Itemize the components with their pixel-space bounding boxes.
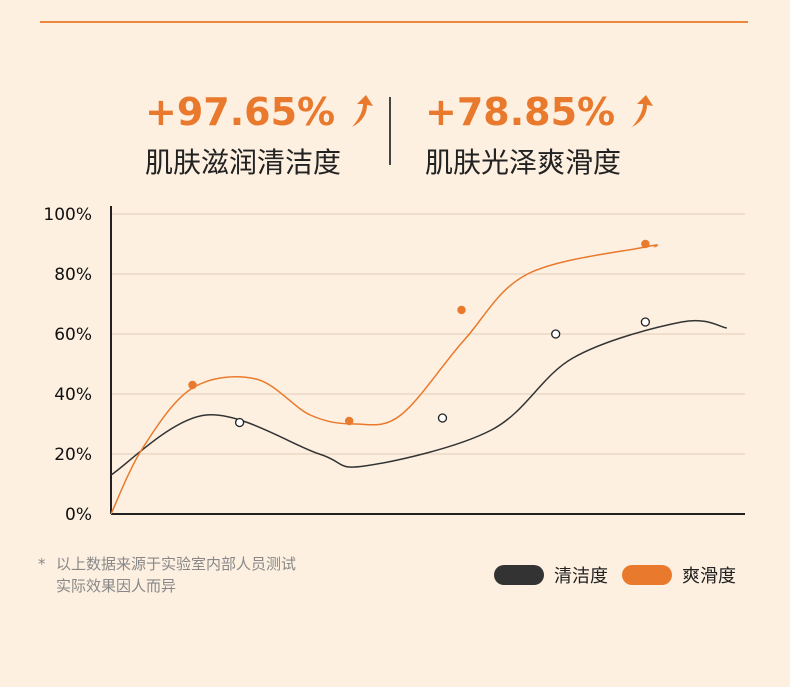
stat-smoothness-value: +78.85% <box>425 90 616 134</box>
stat-divider <box>389 97 391 165</box>
data-point-smoothness <box>457 305 466 315</box>
legend-swatch-orange <box>622 565 672 585</box>
footnote-line2: 实际效果因人而异 <box>56 577 177 595</box>
legend-label-smoothness: 爽滑度 <box>682 566 736 587</box>
y-tick-label: 80% <box>54 265 92 285</box>
stat-moisture: +97.65% 肌肤滋润清洁度 <box>145 90 374 181</box>
series-line-cleanliness <box>110 319 728 476</box>
data-point-cleanliness <box>437 413 448 423</box>
arrow-up-icon <box>629 95 654 129</box>
y-tick-label: 100% <box>43 205 92 225</box>
y-tick-label: 60% <box>54 325 92 345</box>
legend-item-cleanliness: 清洁度 <box>494 562 608 588</box>
data-point-smoothness <box>188 380 197 390</box>
data-point-smoothness <box>641 239 650 249</box>
footnote-star: * <box>38 555 46 573</box>
data-point-cleanliness <box>551 329 561 339</box>
data-point-cleanliness <box>234 417 245 428</box>
legend-swatch-dark <box>494 565 544 585</box>
stat-moisture-value: +97.65% <box>145 90 336 134</box>
stat-moisture-label: 肌肤滋润清洁度 <box>145 146 342 179</box>
legend-item-smoothness: 爽滑度 <box>622 562 736 588</box>
footnote-line1: 以上数据来源于实验室内部人员测试 <box>56 555 297 573</box>
stat-smoothness: +78.85% 肌肤光泽爽滑度 <box>425 90 654 181</box>
data-point-cleanliness <box>640 317 651 327</box>
arrow-up-icon <box>349 95 374 129</box>
legend-label-cleanliness: 清洁度 <box>554 566 608 587</box>
data-point-smoothness <box>345 416 354 426</box>
stat-smoothness-label: 肌肤光泽爽滑度 <box>425 146 622 179</box>
footnote: * 以上数据来源于实验室内部人员测试 实际效果因人而异 <box>38 553 296 597</box>
y-tick-label: 40% <box>54 385 92 405</box>
y-tick-label: 20% <box>54 445 92 465</box>
top-divider <box>40 21 748 23</box>
chart-legend: 清洁度 爽滑度 <box>494 562 750 588</box>
y-tick-label: 0% <box>65 505 92 525</box>
series-line-smoothness <box>110 244 659 515</box>
